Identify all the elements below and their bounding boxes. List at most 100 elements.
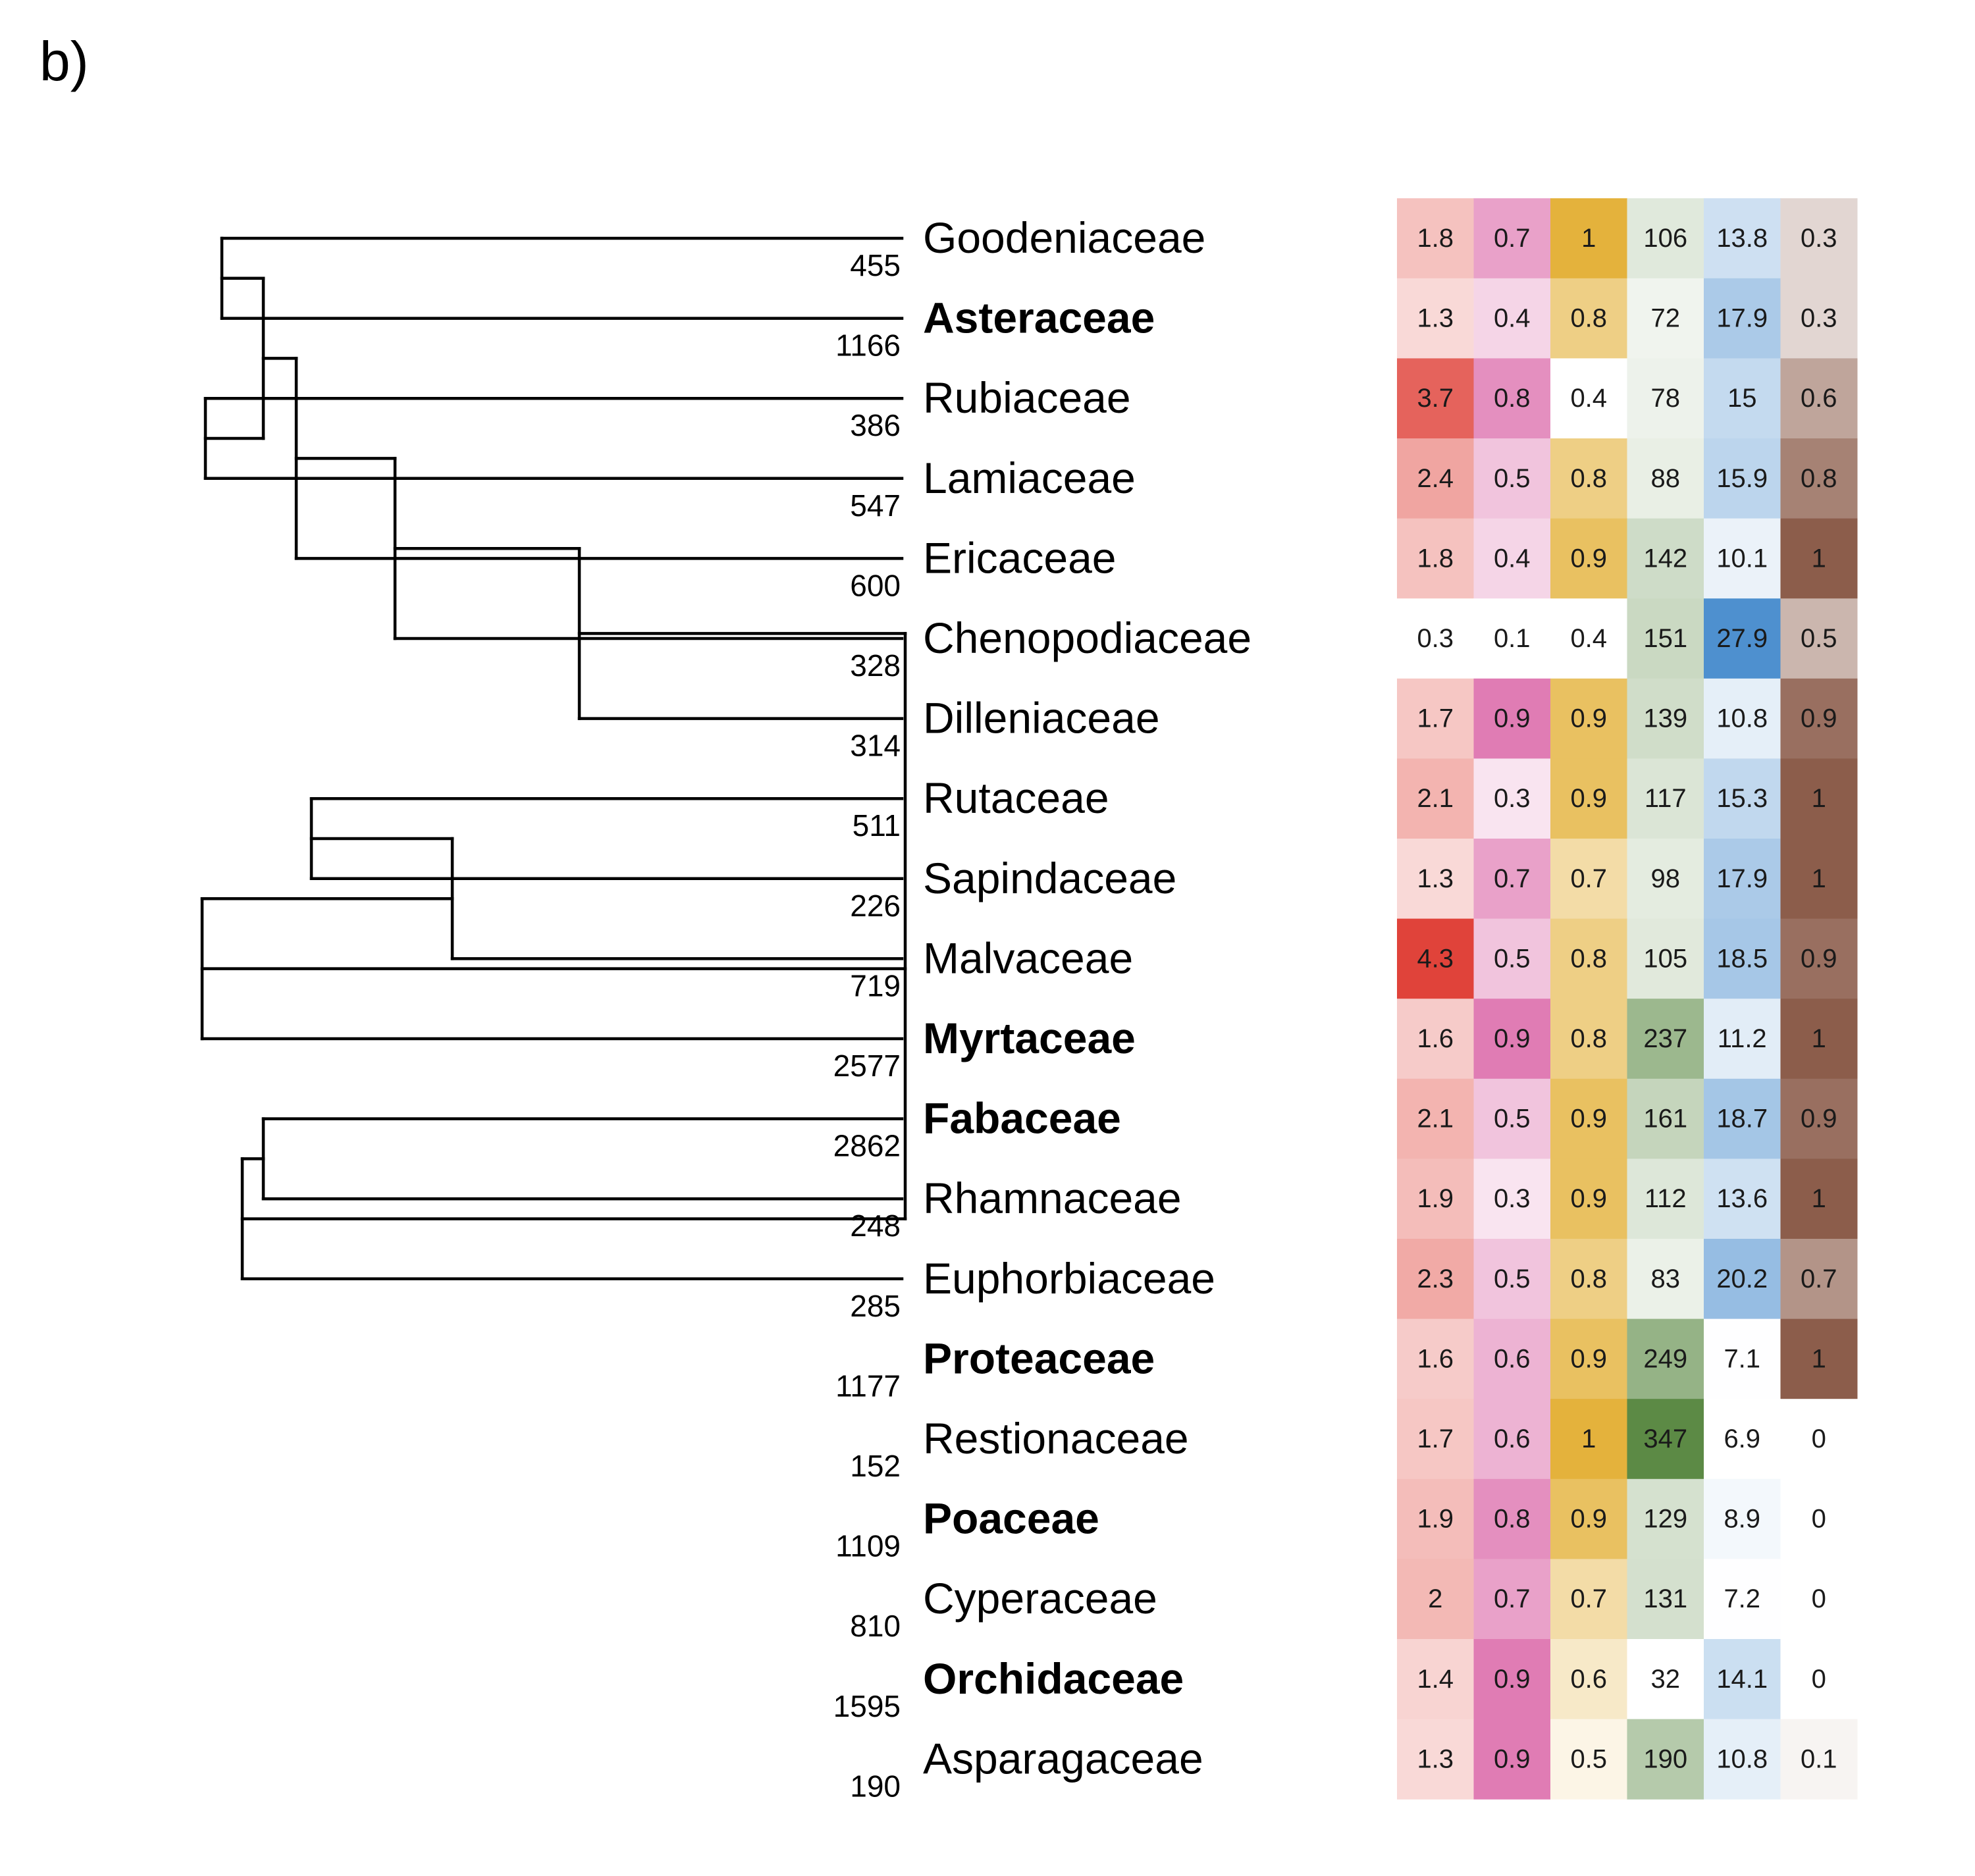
heatmap-cell xyxy=(1704,438,1781,519)
heatmap-cell-value: 11.2 xyxy=(1718,1024,1767,1053)
heatmap-cell xyxy=(1473,1399,1551,1480)
species-count: 226 xyxy=(850,889,901,923)
heatmap-cell xyxy=(1473,1478,1551,1559)
heatmap-cell xyxy=(1473,1318,1551,1399)
heatmap-cell-value: 0.5 xyxy=(1570,1744,1607,1773)
heatmap-cell-value: 347 xyxy=(1643,1424,1687,1453)
heatmap-cell xyxy=(1627,1159,1704,1239)
heatmap-cell-value: 17.9 xyxy=(1716,304,1768,333)
taxon-label: Sapindaceae xyxy=(923,854,1176,902)
heatmap-cell-value: 17.9 xyxy=(1716,864,1768,893)
heatmap-cell-value: 0.3 xyxy=(1801,224,1837,253)
heatmap-cell xyxy=(1397,1719,1474,1800)
heatmap-cell xyxy=(1397,758,1474,839)
heatmap-cell xyxy=(1627,1719,1704,1800)
heatmap-cell-value: 10.8 xyxy=(1716,704,1768,733)
heatmap-cell-value: 8.9 xyxy=(1724,1505,1760,1534)
heatmap-cell xyxy=(1550,1719,1627,1800)
taxon-label: Euphorbiaceae xyxy=(923,1254,1215,1303)
heatmap-cell-value: 18.5 xyxy=(1716,944,1768,973)
heatmap-cell-value: 1.4 xyxy=(1417,1665,1454,1694)
heatmap-cell xyxy=(1780,839,1858,920)
heatmap-cell xyxy=(1550,358,1627,439)
heatmap-cell xyxy=(1780,918,1858,999)
heatmap-cell-value: 72 xyxy=(1651,304,1681,333)
heatmap-cell xyxy=(1780,1078,1858,1159)
heatmap-cell-value: 27.9 xyxy=(1716,624,1768,653)
heatmap-cell-value: 0.8 xyxy=(1570,1264,1607,1293)
heatmap-cell xyxy=(1550,438,1627,519)
heatmap-cell-value: 2.1 xyxy=(1417,1105,1454,1133)
heatmap-cell xyxy=(1627,1399,1704,1480)
heatmap-cell-value: 0.9 xyxy=(1570,1184,1607,1213)
species-count: 1166 xyxy=(835,328,901,363)
species-count: 547 xyxy=(850,488,901,523)
species-count: 314 xyxy=(850,729,901,763)
taxon-label: Rhamnaceae xyxy=(923,1174,1182,1222)
heatmap-cell xyxy=(1627,1239,1704,1320)
heatmap-cell xyxy=(1397,1318,1474,1399)
taxon-label: Dilleniaceae xyxy=(923,694,1160,743)
heatmap-cell-value: 139 xyxy=(1643,704,1687,733)
heatmap-cell xyxy=(1704,1478,1781,1559)
heatmap-cell xyxy=(1780,1159,1858,1239)
heatmap-cell-value: 131 xyxy=(1643,1584,1687,1613)
heatmap-cell-value: 0.8 xyxy=(1570,464,1607,493)
species-count: 2862 xyxy=(833,1129,901,1163)
heatmap-cell-value: 1 xyxy=(1581,224,1596,253)
heatmap-cell-value: 13.8 xyxy=(1716,224,1768,253)
heatmap-cell-value: 0.9 xyxy=(1570,1105,1607,1133)
heatmap-cell-value: 1.6 xyxy=(1417,1024,1454,1053)
heatmap-cell-value: 0.9 xyxy=(1570,704,1607,733)
heatmap-cell-value: 1 xyxy=(1812,784,1826,813)
heatmap-cell-value: 0.5 xyxy=(1494,1105,1531,1133)
species-count: 511 xyxy=(853,808,901,843)
heatmap-cell xyxy=(1550,1318,1627,1399)
heatmap-cell xyxy=(1473,358,1551,439)
heatmap-cell xyxy=(1473,1078,1551,1159)
heatmap-cell xyxy=(1627,758,1704,839)
heatmap-cell xyxy=(1550,1399,1627,1480)
heatmap-cell xyxy=(1627,839,1704,920)
heatmap-cell xyxy=(1704,1159,1781,1239)
heatmap-cell-value: 106 xyxy=(1643,224,1687,253)
heatmap-cell xyxy=(1397,918,1474,999)
heatmap-cell-value: 15 xyxy=(1727,384,1757,413)
taxon-label: Ericaceae xyxy=(923,533,1117,582)
heatmap-cell-value: 2.4 xyxy=(1417,464,1454,493)
heatmap-cell xyxy=(1473,1159,1551,1239)
taxon-label: Fabaceae xyxy=(923,1094,1121,1143)
heatmap-cell-value: 0.9 xyxy=(1801,944,1837,973)
heatmap-cell xyxy=(1627,918,1704,999)
heatmap-cell xyxy=(1627,198,1704,279)
heatmap-cell-value: 0.6 xyxy=(1494,1344,1531,1373)
heatmap-cell xyxy=(1473,758,1551,839)
heatmap-cell-value: 32 xyxy=(1651,1665,1681,1694)
heatmap-cell xyxy=(1550,839,1627,920)
heatmap-cell xyxy=(1397,1478,1474,1559)
heatmap-cell-value: 0.9 xyxy=(1570,1344,1607,1373)
heatmap-cell xyxy=(1397,1559,1474,1640)
heatmap-cell xyxy=(1397,678,1474,759)
species-count: 600 xyxy=(850,568,901,602)
heatmap-cell-value: 1.8 xyxy=(1417,544,1454,573)
heatmap-cell-value: 1.6 xyxy=(1417,1344,1454,1373)
heatmap-cell-value: 0.1 xyxy=(1494,624,1531,653)
heatmap-cell-value: 4.3 xyxy=(1417,944,1454,973)
heatmap-cell xyxy=(1473,598,1551,679)
heatmap-cell xyxy=(1550,1639,1627,1720)
heatmap-cell-value: 0.3 xyxy=(1417,624,1454,653)
heatmap-cell xyxy=(1704,1239,1781,1320)
taxon-label: Rutaceae xyxy=(923,773,1109,822)
heatmap-cell xyxy=(1397,198,1474,279)
heatmap-cell-value: 237 xyxy=(1643,1024,1687,1053)
heatmap-cell xyxy=(1473,1559,1551,1640)
heatmap-cell xyxy=(1704,598,1781,679)
heatmap-cell-value: 0.8 xyxy=(1494,384,1531,413)
heatmap-cell-value: 0.9 xyxy=(1494,1744,1531,1773)
heatmap-cell-value: 14.1 xyxy=(1716,1665,1768,1694)
heatmap-cell xyxy=(1780,1559,1858,1640)
heatmap-cell-value: 1.3 xyxy=(1417,304,1454,333)
heatmap-cell xyxy=(1550,1559,1627,1640)
heatmap-cell xyxy=(1780,1639,1858,1720)
